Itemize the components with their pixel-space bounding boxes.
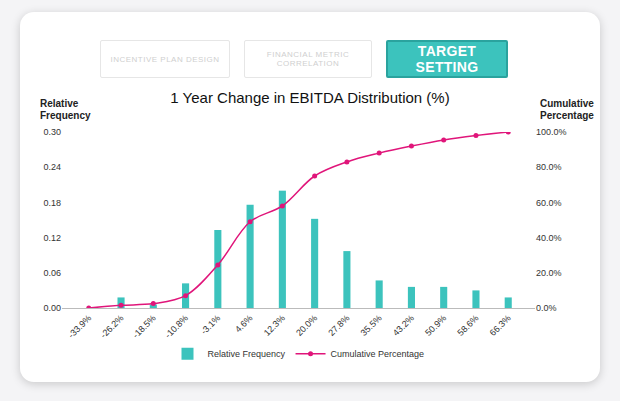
svg-text:100.0%: 100.0%	[536, 127, 567, 137]
svg-text:40.0%: 40.0%	[536, 233, 562, 243]
svg-text:43.2%: 43.2%	[391, 313, 416, 338]
svg-text:0.0%: 0.0%	[536, 303, 557, 313]
html-text:FINANCIAL METRIC CORRELATION: FINANCIAL METRIC CORRELATION	[266, 50, 350, 68]
svg-text:0.30: 0.30	[43, 127, 61, 137]
svg-text:50.9%: 50.9%	[423, 313, 448, 338]
svg-text:20.0%: 20.0%	[294, 313, 319, 338]
svg-text:-3.1%: -3.1%	[199, 313, 223, 337]
svg-text:-26.2%: -26.2%	[98, 313, 125, 340]
html-text:TARGET SETTING: TARGET SETTING	[415, 43, 479, 75]
svg-text:0.06: 0.06	[43, 268, 61, 278]
html-text:Relative Frequency: Relative Frequency	[40, 98, 91, 121]
svg-text:80.0%: 80.0%	[536, 162, 562, 172]
svg-text:27.8%: 27.8%	[326, 313, 351, 338]
svg-text:-33.9%: -33.9%	[66, 313, 93, 340]
svg-text:35.5%: 35.5%	[359, 313, 384, 338]
svg-text:66.3%: 66.3%	[488, 313, 513, 338]
svg-text:0.12: 0.12	[43, 233, 61, 243]
svg-text:60.0%: 60.0%	[536, 198, 562, 208]
svg-text:58.6%: 58.6%	[455, 313, 480, 338]
svg-text:1 Year Change in EBITDA Distri: 1 Year Change in EBITDA Distribution (%)	[170, 89, 449, 106]
svg-text:12.3%: 12.3%	[262, 313, 287, 338]
svg-text:20.0%: 20.0%	[536, 268, 562, 278]
svg-text:-10.8%: -10.8%	[163, 313, 190, 340]
svg-text:0.00: 0.00	[43, 303, 61, 313]
svg-text:0.18: 0.18	[43, 198, 61, 208]
html-text:Cumulative Percentage: Cumulative Percentage	[540, 98, 594, 121]
svg-text:4.6%: 4.6%	[233, 313, 255, 335]
svg-text:-18.5%: -18.5%	[131, 313, 158, 340]
svg-text:Cumulative Percentage: Cumulative Percentage	[331, 349, 425, 359]
svg-text:0.24: 0.24	[43, 162, 61, 172]
html-text:INCENTIVE PLAN DESIGN: INCENTIVE PLAN DESIGN	[110, 54, 220, 64]
svg-text:Relative Frequency: Relative Frequency	[208, 349, 286, 359]
